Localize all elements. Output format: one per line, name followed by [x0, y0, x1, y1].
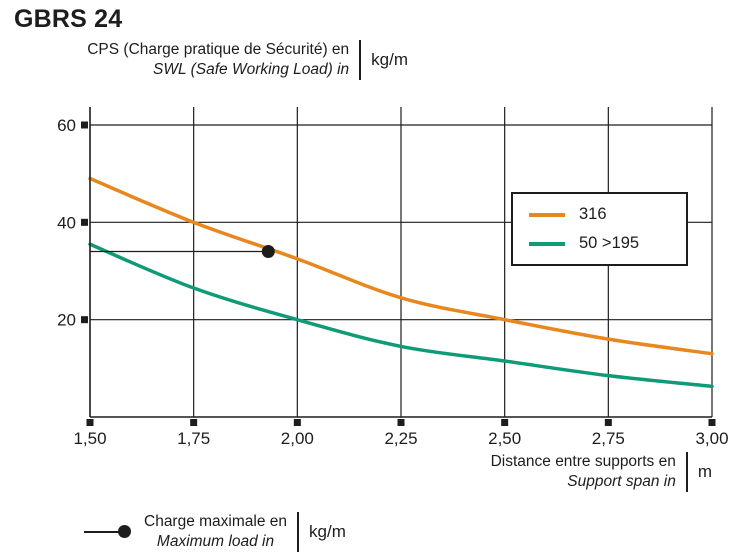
max-load-legend-line2: Maximum load in: [156, 532, 275, 550]
legend-label-50-195: 50 >195: [579, 234, 640, 252]
svg-text:40: 40: [57, 213, 76, 232]
svg-text:1,50: 1,50: [73, 429, 106, 448]
x-axis-label-line2: Support span in: [567, 472, 676, 490]
x-tick-labels: 1,50 1,75 2,00 2,25 2,50 2,75 3,00: [73, 429, 728, 448]
legend-item-50-195: 50 >195: [513, 229, 686, 258]
legend-swatch-50-195: [529, 241, 565, 246]
series-curves: [88, 176, 714, 389]
legend-swatch-316: [529, 212, 565, 217]
max-load-point: [261, 245, 275, 259]
legend-item-316: 316: [513, 200, 686, 229]
page-title: GBRS 24: [14, 5, 123, 33]
curve-316: [88, 176, 714, 356]
svg-text:2,25: 2,25: [384, 429, 417, 448]
max-load-legend-text: Charge maximale en Maximum load in: [144, 512, 287, 552]
svg-text:60: 60: [57, 116, 76, 135]
y-axis-label: CPS (Charge pratique de Sécurité) en SWL…: [0, 40, 408, 80]
max-load-line-icon: [84, 525, 131, 539]
x-axis-label: Distance entre supports en Support span …: [310, 452, 712, 492]
axes: [89, 107, 712, 418]
y-tick-labels: 20 40 60: [57, 116, 76, 330]
y-axis-label-line2: SWL (Safe Working Load) in: [153, 60, 350, 78]
svg-text:2,00: 2,00: [281, 429, 314, 448]
svg-text:1,75: 1,75: [177, 429, 210, 448]
max-load-dot-icon: [118, 525, 131, 539]
x-axis-label-line1: Distance entre supports en: [490, 453, 676, 470]
max-load-unit: kg/m: [297, 512, 346, 552]
legend-label-316: 316: [579, 205, 607, 223]
plot-area: 20 40 60 1,50 1,75 2,00 2,25 2,50 2,75 3,00: [57, 107, 729, 448]
x-axis-label-text: Distance entre supports en Support span …: [491, 452, 676, 492]
max-load-legend: Charge maximale en Maximum load in kg/m: [84, 512, 346, 552]
x-axis-unit: m: [685, 452, 712, 492]
series-legend: 316 50 >195: [511, 192, 688, 266]
y-axis-label-line1: CPS (Charge pratique de Sécurité) en: [87, 41, 350, 58]
svg-text:2,75: 2,75: [592, 429, 625, 448]
y-axis-unit: kg/m: [359, 40, 408, 80]
curve-50-195: [88, 242, 714, 389]
svg-text:20: 20: [57, 311, 76, 330]
svg-text:3,00: 3,00: [695, 429, 728, 448]
tick-marks: [81, 121, 716, 426]
max-load-marker: [90, 245, 275, 259]
max-load-legend-line1: Charge maximale en: [144, 513, 288, 530]
svg-text:2,50: 2,50: [488, 429, 521, 448]
y-axis-label-text: CPS (Charge pratique de Sécurité) en SWL…: [87, 40, 349, 80]
